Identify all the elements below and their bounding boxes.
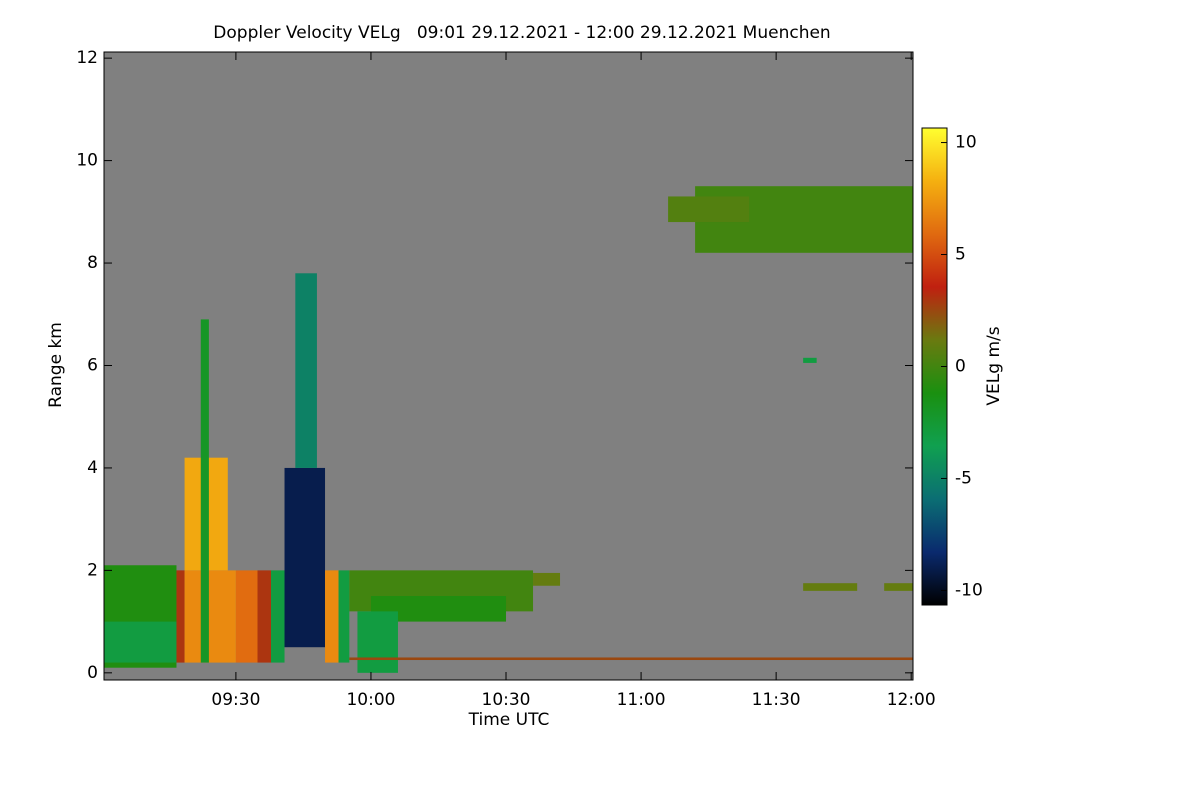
x-tick-label: 11:30 <box>752 690 801 710</box>
plot-frame <box>103 51 914 681</box>
colorbar-tick-label: 5 <box>955 245 966 265</box>
heatmap-cell <box>284 467 326 648</box>
heatmap-cell <box>325 570 339 663</box>
heatmap-cell <box>668 196 750 223</box>
y-tick-label: 2 <box>87 560 98 580</box>
heatmap-cell <box>104 621 177 663</box>
colorbar-tick-label: -10 <box>955 580 983 600</box>
colorbar-tick-label: 10 <box>955 133 977 153</box>
x-tick-label: 12:00 <box>887 690 936 710</box>
y-tick-label: 10 <box>76 151 98 171</box>
x-tick-label: 11:00 <box>617 690 666 710</box>
heatmap-cell <box>257 570 272 663</box>
colorbar-tick-label: 0 <box>955 357 966 377</box>
heatmap-cell <box>803 583 858 591</box>
heatmap-cell <box>338 570 350 663</box>
colorbar-tick-label: -5 <box>955 468 972 488</box>
heatmap-cell <box>184 570 236 663</box>
heatmap-cell <box>357 611 398 673</box>
heatmap-cell <box>271 570 285 663</box>
x-tick-label: 10:30 <box>482 690 531 710</box>
y-tick-label: 0 <box>87 663 98 683</box>
x-tick-label: 09:30 <box>211 690 260 710</box>
heatmap-cell <box>295 273 317 468</box>
x-tick-label: 10:00 <box>346 690 395 710</box>
y-tick-label: 8 <box>87 253 98 273</box>
heatmap-cell <box>884 583 913 591</box>
chart-title: Doppler Velocity VELg 09:01 29.12.2021 -… <box>213 23 830 43</box>
y-tick-label: 6 <box>87 355 98 375</box>
y-tick-label: 12 <box>76 48 98 68</box>
heatmap-cell <box>533 572 561 586</box>
heatmap-cell <box>803 357 817 363</box>
heatmap-cell <box>176 570 185 663</box>
y-tick-label: 4 <box>87 458 98 478</box>
heatmap-cell <box>349 657 913 661</box>
heatmap-cell <box>200 319 209 663</box>
colorbar-label: VELg m/s <box>984 326 1004 405</box>
heatmap-cell <box>235 570 258 663</box>
y-axis-label: Range km <box>46 322 66 408</box>
x-axis-label: Time UTC <box>468 710 550 730</box>
